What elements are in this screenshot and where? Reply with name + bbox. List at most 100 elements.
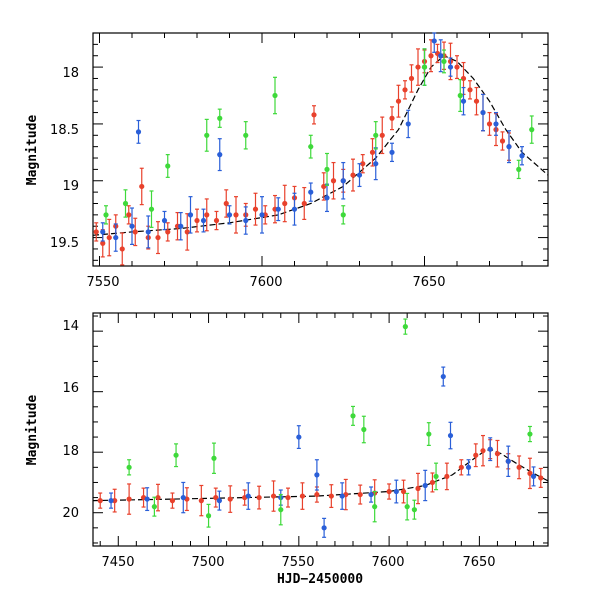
data-point [187,212,194,218]
data-point [204,132,210,138]
data-point [487,446,493,452]
bottom-y-tick-label: 18 [62,444,79,459]
top-x-tick-label: 7600 [249,275,282,290]
data-point [330,178,337,184]
model-curve-line [92,448,549,502]
data-point [93,229,99,235]
data-point [213,494,219,501]
data-point [340,178,346,184]
data-point [339,493,345,499]
data-point [165,163,171,169]
data-point [400,488,407,495]
bottom-y-tick-label: 14 [62,319,79,334]
bottom-x-axis-title: HJD−2450000 [277,572,363,587]
data-point [369,149,376,155]
data-point [440,373,446,380]
data-point [458,464,464,470]
data-point [493,121,499,127]
data-point [223,200,229,207]
data-point [357,491,363,498]
data-point [527,431,533,437]
data-point [275,206,281,212]
data-point [226,212,233,218]
top-plot-frame [92,32,549,267]
data-point [494,451,501,457]
data-point [100,229,106,235]
data-point [415,485,421,492]
data-point [296,434,302,440]
data-point [213,217,220,224]
data-point [165,229,171,235]
data-point [169,498,176,504]
data-point [217,152,223,158]
data-point [256,494,262,501]
data-point [324,166,330,172]
bottom-panel: 7450 7500 7550 7600 7650 14 16 18 20 Mag… [25,312,549,587]
data-point [180,494,186,501]
data-point [132,229,138,235]
data-point [473,98,480,104]
data-point [173,452,179,458]
data-point [205,513,212,519]
data-point [252,206,259,212]
data-point [184,229,190,235]
data-point [438,53,444,59]
data-point [282,200,288,207]
data-point [204,212,210,218]
top-y-tick-label: 18.5 [50,123,79,138]
data-point [243,132,249,138]
data-point [106,234,112,241]
data-point [126,212,132,218]
data-point [402,324,408,330]
data-point [527,470,533,476]
data-point [350,172,356,178]
data-point [103,212,109,218]
data-point [324,195,330,201]
data-point [178,223,184,229]
top-panel: 7550 7600 7650 18 18.5 19 19.5 Magnitude [25,32,549,290]
data-point [285,494,291,501]
data-point [460,75,467,82]
data-point [350,413,356,419]
data-point [431,38,437,44]
data-point [145,229,151,235]
data-point [216,498,222,504]
data-point [519,153,525,159]
data-point [480,109,486,116]
data-point [148,206,155,212]
data-point [194,217,200,224]
top-x-tick-label: 7650 [412,275,445,290]
data-point [126,464,132,470]
data-point [113,234,119,241]
data-point [308,144,314,150]
data-point [139,183,145,190]
data-point [360,161,366,167]
data-point [368,491,374,498]
data-point [161,217,168,224]
data-point [516,166,522,172]
data-point [465,464,472,470]
data-point [291,206,298,212]
data-point [530,473,537,480]
data-point [499,138,506,144]
data-point [151,504,157,510]
data-point [135,129,142,135]
data-point [428,53,434,59]
data-point [270,493,277,499]
data-point [426,431,432,437]
data-point [361,426,367,433]
data-point [314,491,320,498]
data-point [460,98,467,104]
data-point [404,504,410,510]
data-point [480,448,486,454]
data-point [119,246,125,252]
data-point [217,115,223,121]
data-point [389,149,395,155]
data-point [373,132,379,138]
data-point [422,482,428,489]
data-point [311,112,317,118]
top-axis-ticks [93,32,548,266]
data-point [144,496,150,502]
bottom-y-tick-label: 16 [62,381,79,396]
